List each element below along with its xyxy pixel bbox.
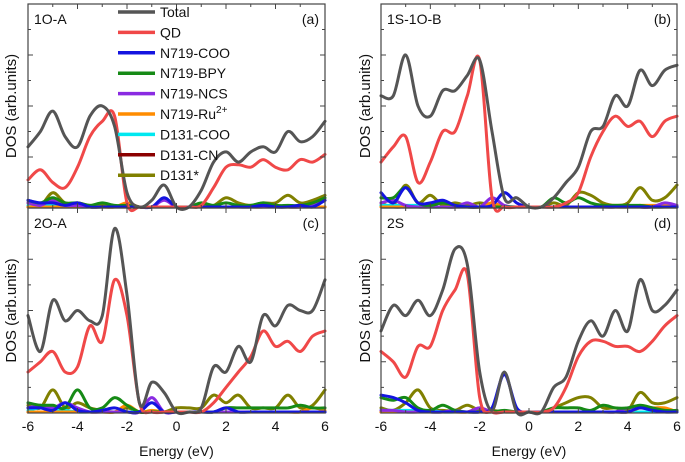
y-axis-label: DOS (arb.units) (3, 258, 20, 362)
x-tick-label: 2 (574, 418, 582, 434)
panel-letter: (b) (654, 11, 671, 27)
series-line-total (379, 53, 679, 210)
x-tick-label: 0 (173, 418, 181, 434)
panel-letter: (a) (302, 11, 319, 27)
panel-title: 2O-A (34, 215, 67, 231)
panel-letter: (d) (654, 215, 671, 231)
legend-item: N719-BPY (118, 65, 227, 81)
x-tick-label: 6 (321, 418, 329, 434)
legend-item: N719-COO (118, 45, 230, 61)
panel-c: -6 -4 -2 0 2 4 6 Energy (eV) DOS (arb.units) 2O-A… (3, 207, 329, 459)
y-axis-label: DOS (arb.units) (357, 54, 374, 158)
x-tick-label: -6 (22, 418, 35, 434)
x-tick-label: 4 (272, 418, 280, 434)
legend-label: N719-BPY (160, 65, 227, 81)
x-tick-label: -2 (473, 418, 486, 434)
legend-label: N719-Ru2+ (160, 105, 228, 122)
x-tick-label: 6 (673, 418, 681, 434)
series-group (26, 226, 327, 416)
legend-item: N719-NCS (118, 86, 228, 102)
x-tick-label: 2 (222, 418, 230, 434)
series-line-qd (379, 54, 679, 213)
x-axis-label: Energy (eV) (492, 443, 567, 459)
x-tick-label: -4 (424, 418, 437, 434)
legend: Total QD N719-COO N719-BPY N719-NCS N719-Ru2+… (118, 4, 230, 183)
legend-label: D131-COO (160, 126, 230, 142)
panel-title: 1S-1O-B (387, 11, 441, 27)
x-tick-label: -6 (375, 418, 388, 434)
legend-item: QD (118, 24, 181, 40)
y-axis-label: DOS (arb.units) (357, 258, 374, 362)
series-line-total (379, 245, 679, 417)
x-axis-label: Energy (eV) (139, 443, 214, 459)
legend-item: D131* (118, 167, 199, 183)
x-tick-label: -4 (71, 418, 84, 434)
series-group (379, 53, 679, 213)
series-line-qd (379, 267, 679, 415)
legend-item: D131-COO (118, 126, 230, 142)
x-tick-label: 0 (525, 418, 533, 434)
panel-d: -6 -4 -2 0 2 4 6 Energy (eV) DOS (arb.units) 2S (d… (357, 207, 681, 459)
legend-item: Total (118, 4, 190, 20)
panel-title: 2S (387, 215, 404, 231)
legend-label: Total (160, 4, 190, 20)
panel-b: DOS (arb.units) 1S-1O-B (b) (357, 3, 679, 213)
legend-label: D131-CN (160, 147, 218, 163)
legend-label: N719-COO (160, 45, 230, 61)
plot-frame (27, 207, 326, 414)
legend-label: N719-NCS (160, 86, 228, 102)
series-group (379, 245, 679, 417)
legend-item: D131-CN (118, 147, 218, 163)
y-axis-label: DOS (arb.units) (3, 54, 20, 158)
legend-label: D131* (160, 167, 199, 183)
x-tick-label: 4 (624, 418, 632, 434)
legend-label: QD (160, 24, 181, 40)
legend-item: N719-Ru2+ (118, 105, 228, 122)
series-line-total (26, 226, 327, 416)
x-tick-label: -2 (121, 418, 134, 434)
panel-letter: (c) (303, 215, 319, 231)
panel-title: 1O-A (34, 11, 67, 27)
